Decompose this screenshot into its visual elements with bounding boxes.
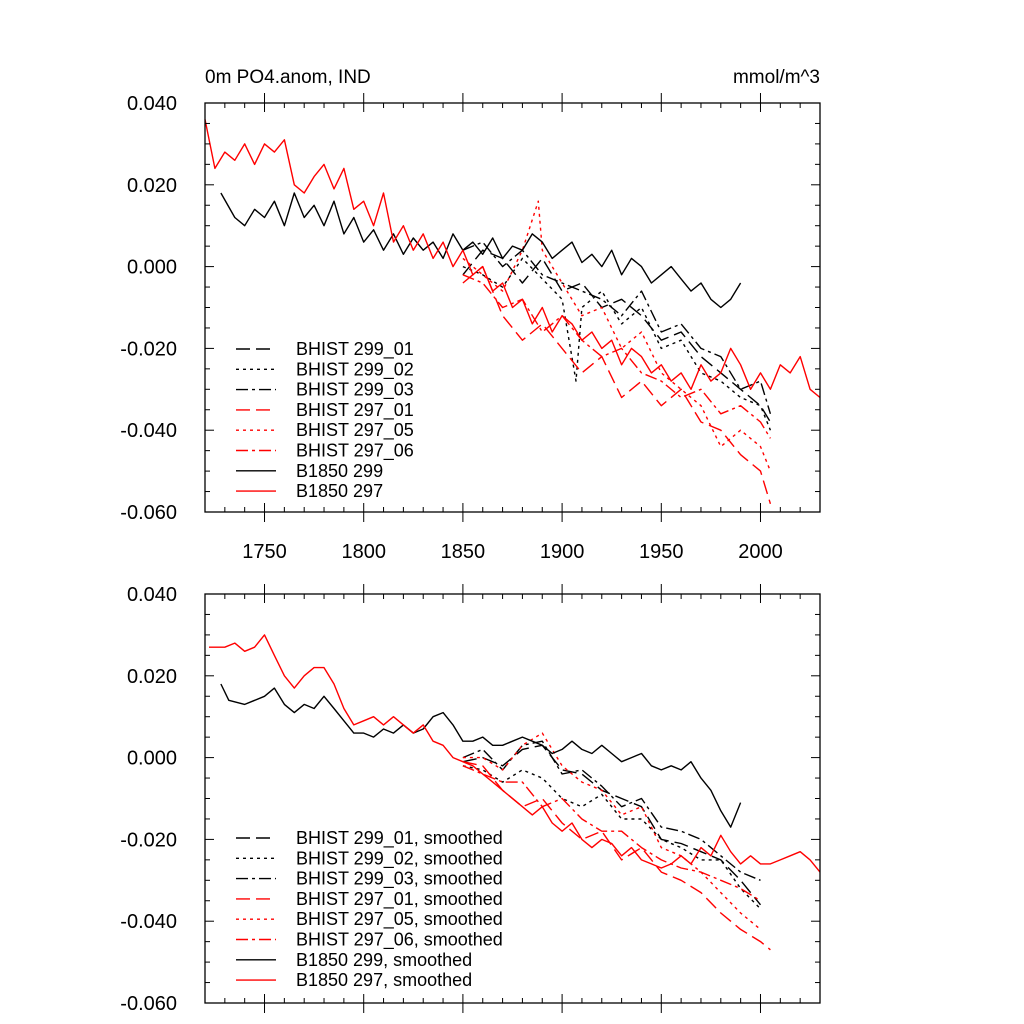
bottom-ytick-label: 0.040 [127, 584, 177, 606]
top-ticks-layer: 0.040 0.020 0.000 -0.020 -0.040 -0.060 1750 180… [120, 93, 821, 563]
bottom-panel: 0.040 0.020 0.000 -0.020 -0.040 -0.060 BHIST … [120, 584, 821, 1015]
top-legend-label-6: B1850 299 [296, 461, 383, 481]
top-xtick-label: 2000 [738, 541, 783, 563]
top-ytick-label: -0.060 [120, 502, 177, 524]
top-series-3 [462, 265, 772, 505]
top-legend-label-7: B1850 297 [296, 481, 383, 501]
bottom-ticks-layer: 0.040 0.020 0.000 -0.020 -0.040 -0.060 [120, 584, 821, 1015]
top-panel: 0m PO4.anom, IND mmol/m^3 0.040 0.020 0.00… [120, 67, 821, 563]
bottom-ytick-label: -0.020 [120, 829, 177, 851]
bottom-ytick-label: -0.060 [120, 993, 177, 1015]
bottom-series-layer [209, 634, 821, 951]
bottom-series-2 [462, 740, 761, 881]
top-series-layer [204, 119, 821, 505]
bottom-series-5 [462, 765, 761, 902]
top-xtick-label: 1950 [639, 541, 684, 563]
top-ytick-label: -0.020 [120, 338, 177, 360]
top-series-6 [220, 192, 742, 309]
bottom-legend-label-5: BHIST 297_06, smoothed [296, 930, 503, 951]
top-legend-label-0: BHIST 299_01 [296, 339, 414, 360]
bottom-legend-label-3: BHIST 297_01, smoothed [296, 889, 503, 910]
top-series-2 [462, 241, 772, 415]
bottom-legend-label-7: B1850 297, smoothed [296, 970, 472, 990]
top-series-5 [462, 274, 771, 439]
bottom-legend-label-1: BHIST 299_02, smoothed [296, 848, 503, 869]
top-legend-label-3: BHIST 297_01 [296, 400, 414, 421]
bottom-series-1 [462, 765, 762, 910]
top-ytick-label: 0.040 [127, 93, 177, 115]
top-series-0 [462, 249, 771, 423]
top-ytick-label: 0.020 [127, 175, 177, 197]
bottom-ytick-label: -0.040 [120, 911, 177, 933]
bottom-legend-label-6: B1850 299, smoothed [296, 950, 472, 970]
top-legend-label-2: BHIST 299_03 [296, 380, 414, 401]
top-chart-units: mmol/m^3 [733, 67, 820, 88]
top-chart-title: 0m PO4.anom, IND [205, 67, 371, 88]
top-legend-label-1: BHIST 299_02 [296, 359, 414, 380]
bottom-legend-label-2: BHIST 299_03, smoothed [296, 869, 503, 890]
top-ytick-label: -0.040 [120, 420, 177, 442]
top-ytick-label: 0.000 [127, 257, 177, 279]
top-series-7 [204, 119, 821, 399]
top-series-4 [462, 200, 772, 472]
bottom-ytick-label: 0.020 [127, 666, 177, 688]
top-xtick-label: 1850 [441, 541, 486, 563]
bottom-ytick-label: 0.000 [127, 748, 177, 770]
top-legend-label-4: BHIST 297_05 [296, 420, 414, 441]
bottom-series-6 [220, 683, 742, 828]
top-xtick-label: 1800 [341, 541, 386, 563]
bottom-series-7 [209, 634, 821, 873]
top-xtick-label: 1750 [242, 541, 287, 563]
bottom-legend-label-0: BHIST 299_01, smoothed [296, 828, 503, 849]
top-xtick-label: 1900 [540, 541, 585, 563]
bottom-series-4 [462, 732, 761, 930]
top-legend-label-5: BHIST 297_06 [296, 441, 414, 462]
bottom-legend-label-4: BHIST 297_05, smoothed [296, 909, 503, 930]
